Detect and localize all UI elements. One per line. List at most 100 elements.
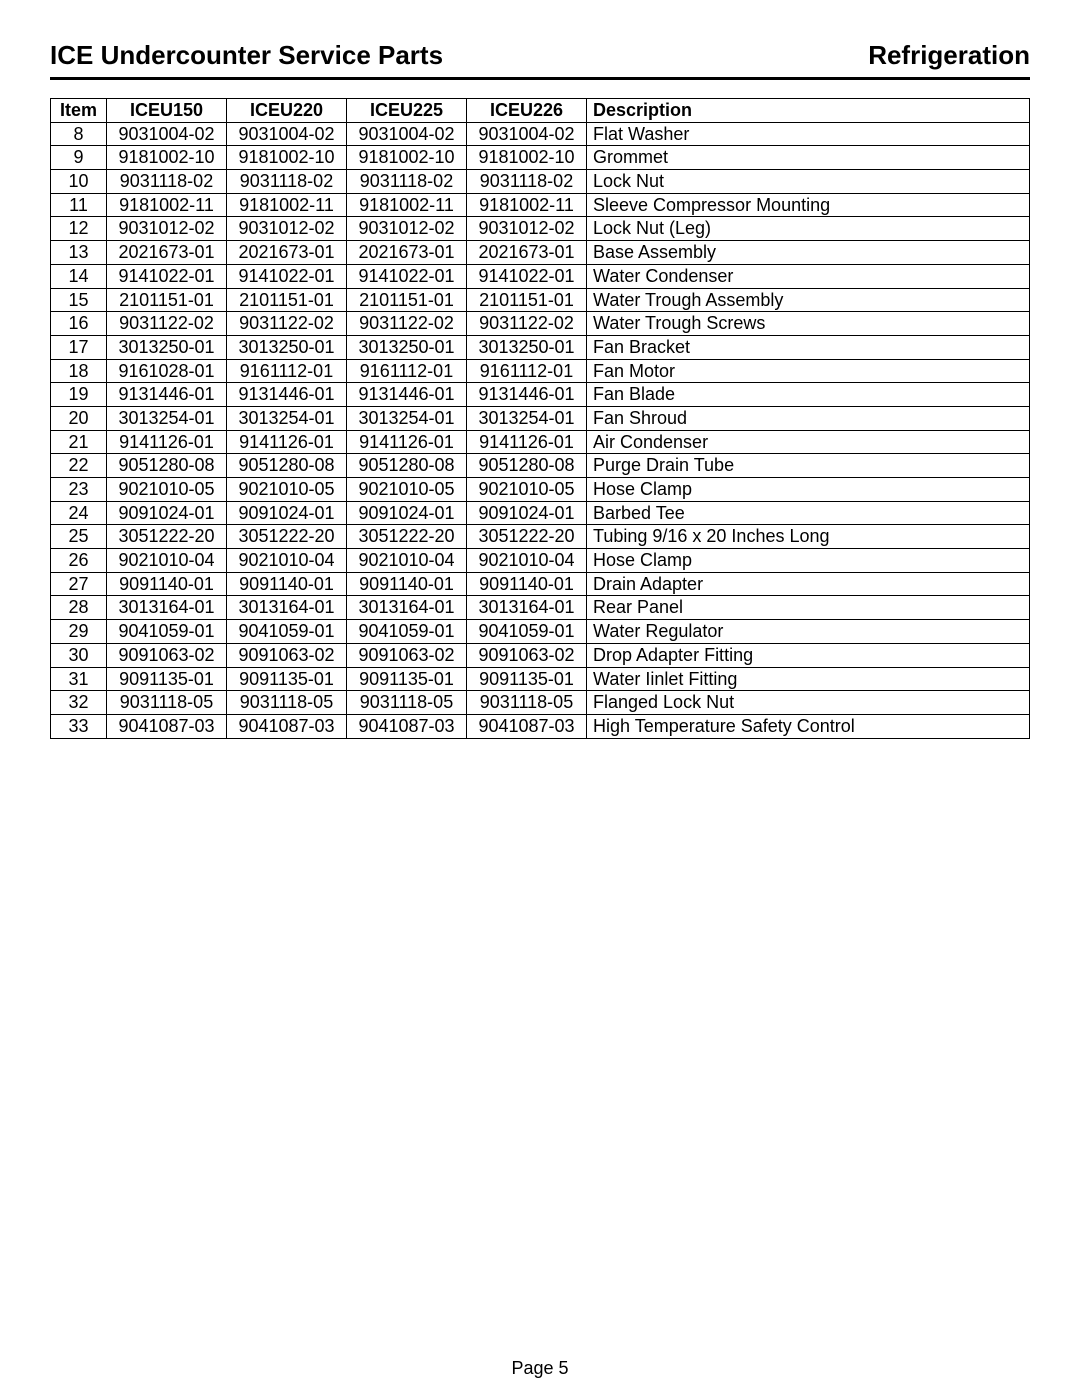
- cell-part: 9091063-02: [467, 643, 587, 667]
- cell-part: 9021010-04: [227, 549, 347, 573]
- cell-part: 3051222-20: [107, 525, 227, 549]
- cell-item: 30: [51, 643, 107, 667]
- cell-part: 9031118-02: [347, 170, 467, 194]
- cell-item: 21: [51, 430, 107, 454]
- cell-part: 9041059-01: [107, 620, 227, 644]
- cell-description: Rear Panel: [587, 596, 1030, 620]
- cell-part: 9021010-04: [347, 549, 467, 573]
- table-row: 309091063-029091063-029091063-029091063-…: [51, 643, 1030, 667]
- cell-part: 9091140-01: [347, 572, 467, 596]
- cell-part: 9131446-01: [467, 383, 587, 407]
- cell-description: Tubing 9/16 x 20 Inches Long: [587, 525, 1030, 549]
- cell-description: Sleeve Compressor Mounting: [587, 193, 1030, 217]
- cell-part: 9091140-01: [467, 572, 587, 596]
- cell-part: 9031012-02: [227, 217, 347, 241]
- cell-part: 3013164-01: [227, 596, 347, 620]
- cell-description: Drain Adapter: [587, 572, 1030, 596]
- cell-part: 9021010-04: [107, 549, 227, 573]
- cell-item: 32: [51, 691, 107, 715]
- table-row: 279091140-019091140-019091140-019091140-…: [51, 572, 1030, 596]
- table-row: 203013254-013013254-013013254-013013254-…: [51, 406, 1030, 430]
- col-header-description: Description: [587, 99, 1030, 123]
- table-row: 219141126-019141126-019141126-019141126-…: [51, 430, 1030, 454]
- cell-part: 9031118-02: [467, 170, 587, 194]
- page-title-left: ICE Undercounter Service Parts: [50, 40, 443, 71]
- cell-description: Grommet: [587, 146, 1030, 170]
- cell-description: Hose Clamp: [587, 549, 1030, 573]
- cell-part: 3013254-01: [107, 406, 227, 430]
- cell-part: 3013254-01: [467, 406, 587, 430]
- cell-item: 29: [51, 620, 107, 644]
- cell-part: 9161112-01: [227, 359, 347, 383]
- cell-part: 9131446-01: [227, 383, 347, 407]
- table-row: 239021010-059021010-059021010-059021010-…: [51, 478, 1030, 502]
- cell-part: 9041087-03: [467, 714, 587, 738]
- cell-part: 9141126-01: [107, 430, 227, 454]
- cell-part: 9021010-05: [227, 478, 347, 502]
- cell-part: 3013250-01: [347, 335, 467, 359]
- cell-part: 9041087-03: [227, 714, 347, 738]
- cell-description: Flat Washer: [587, 122, 1030, 146]
- cell-part: 9091024-01: [107, 501, 227, 525]
- cell-part: 9091063-02: [107, 643, 227, 667]
- table-row: 99181002-109181002-109181002-109181002-1…: [51, 146, 1030, 170]
- cell-part: 9031118-02: [227, 170, 347, 194]
- cell-part: 9181002-11: [227, 193, 347, 217]
- page-title-right: Refrigeration: [868, 40, 1030, 71]
- cell-part: 9091135-01: [227, 667, 347, 691]
- cell-description: Drop Adapter Fitting: [587, 643, 1030, 667]
- cell-part: 9091063-02: [227, 643, 347, 667]
- cell-part: 9031118-02: [107, 170, 227, 194]
- cell-item: 11: [51, 193, 107, 217]
- table-row: 119181002-119181002-119181002-119181002-…: [51, 193, 1030, 217]
- cell-part: 9181002-11: [467, 193, 587, 217]
- cell-part: 9031122-02: [107, 312, 227, 336]
- cell-item: 24: [51, 501, 107, 525]
- cell-part: 9041059-01: [347, 620, 467, 644]
- cell-part: 9181002-11: [107, 193, 227, 217]
- cell-part: 3013250-01: [107, 335, 227, 359]
- cell-part: 9051280-08: [467, 454, 587, 478]
- cell-part: 3013164-01: [107, 596, 227, 620]
- table-row: 249091024-019091024-019091024-019091024-…: [51, 501, 1030, 525]
- cell-item: 13: [51, 241, 107, 265]
- table-row: 129031012-029031012-029031012-029031012-…: [51, 217, 1030, 241]
- cell-part: 9041059-01: [227, 620, 347, 644]
- cell-part: 9091024-01: [467, 501, 587, 525]
- cell-item: 10: [51, 170, 107, 194]
- cell-description: Fan Motor: [587, 359, 1030, 383]
- table-row: 152101151-012101151-012101151-012101151-…: [51, 288, 1030, 312]
- cell-part: 9021010-05: [347, 478, 467, 502]
- cell-part: 9161112-01: [467, 359, 587, 383]
- cell-item: 22: [51, 454, 107, 478]
- table-row: 283013164-013013164-013013164-013013164-…: [51, 596, 1030, 620]
- cell-part: 9031118-05: [347, 691, 467, 715]
- cell-item: 19: [51, 383, 107, 407]
- cell-item: 9: [51, 146, 107, 170]
- cell-part: 9141126-01: [347, 430, 467, 454]
- cell-part: 2021673-01: [107, 241, 227, 265]
- cell-part: 9091024-01: [227, 501, 347, 525]
- table-header-row: Item ICEU150 ICEU220 ICEU225 ICEU226 Des…: [51, 99, 1030, 123]
- cell-part: 2101151-01: [347, 288, 467, 312]
- cell-description: Water Iinlet Fitting: [587, 667, 1030, 691]
- cell-item: 20: [51, 406, 107, 430]
- cell-part: 9031118-05: [107, 691, 227, 715]
- table-row: 319091135-019091135-019091135-019091135-…: [51, 667, 1030, 691]
- cell-part: 9031122-02: [467, 312, 587, 336]
- cell-part: 2021673-01: [467, 241, 587, 265]
- cell-description: Water Regulator: [587, 620, 1030, 644]
- cell-part: 3013250-01: [467, 335, 587, 359]
- cell-part: 9131446-01: [107, 383, 227, 407]
- cell-part: 9091024-01: [347, 501, 467, 525]
- cell-part: 9031012-02: [347, 217, 467, 241]
- cell-description: Hose Clamp: [587, 478, 1030, 502]
- cell-description: Fan Shroud: [587, 406, 1030, 430]
- cell-part: 3051222-20: [347, 525, 467, 549]
- col-header-iceu225: ICEU225: [347, 99, 467, 123]
- cell-part: 9181002-10: [227, 146, 347, 170]
- cell-item: 16: [51, 312, 107, 336]
- cell-part: 3013164-01: [467, 596, 587, 620]
- cell-item: 8: [51, 122, 107, 146]
- cell-part: 9161112-01: [347, 359, 467, 383]
